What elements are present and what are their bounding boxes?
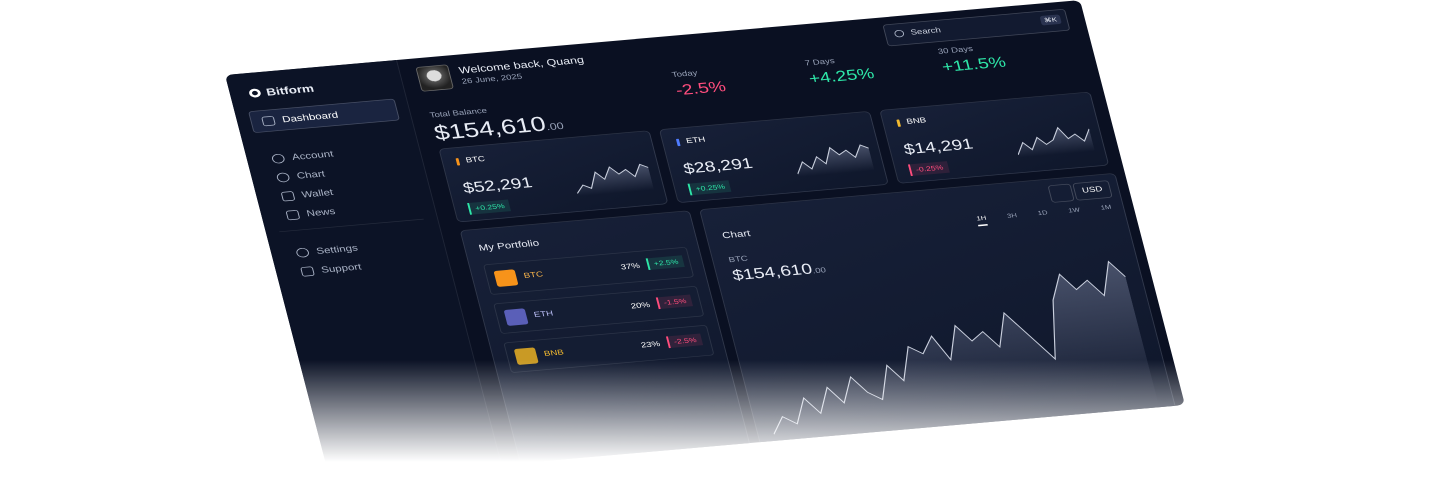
sparkline bbox=[1017, 126, 1095, 158]
asset-card[interactable]: BTC $52,291 +0.25% bbox=[438, 130, 669, 223]
nav-icon bbox=[280, 190, 296, 202]
chart-price-cents: .00 bbox=[811, 266, 827, 276]
asset-change: +0.25% bbox=[467, 199, 511, 215]
asset-change: -0.25% bbox=[907, 161, 950, 177]
asset-price: $14,291 bbox=[902, 136, 975, 158]
coin-share: 23% bbox=[640, 340, 662, 350]
coin-share: 20% bbox=[629, 301, 652, 311]
coin-change: +2.5% bbox=[645, 255, 685, 271]
balance-cents: .00 bbox=[544, 120, 565, 133]
line bbox=[576, 163, 649, 194]
brand-name: Bitform bbox=[264, 82, 316, 98]
nav-icon bbox=[295, 247, 310, 258]
nav-item[interactable]: Settings bbox=[295, 242, 359, 258]
nav-icon bbox=[261, 115, 276, 126]
chart-asset[interactable]: BTC bbox=[727, 254, 749, 265]
coin-symbol: ETH bbox=[533, 309, 555, 320]
period-change: +4.25% bbox=[807, 65, 877, 88]
divider bbox=[279, 218, 424, 233]
fade-overlay bbox=[0, 360, 1440, 480]
period-label: 30 Days bbox=[937, 45, 974, 57]
nav-icon bbox=[285, 209, 301, 220]
asset-change: +0.25% bbox=[687, 180, 732, 196]
nav-label[interactable]: News bbox=[305, 205, 337, 219]
asset-price: $28,291 bbox=[681, 155, 755, 178]
range-tab[interactable]: 1M bbox=[1099, 203, 1113, 212]
period-label: 7 Days bbox=[804, 57, 836, 68]
coin-icon bbox=[493, 269, 519, 287]
brand: Bitform bbox=[248, 82, 315, 99]
asset-color bbox=[675, 138, 681, 147]
range-tab[interactable]: 1W bbox=[1067, 206, 1081, 214]
nav-item[interactable]: Wallet bbox=[280, 187, 334, 202]
range-tab[interactable]: 1H bbox=[975, 214, 989, 227]
search-placeholder: Search bbox=[909, 26, 942, 37]
nav-label[interactable]: Settings bbox=[315, 242, 359, 257]
area bbox=[797, 145, 875, 178]
nav-item[interactable]: Account bbox=[270, 148, 335, 164]
shortcut: ⌘K bbox=[1039, 14, 1062, 26]
asset-symbol: ETH bbox=[685, 135, 707, 146]
asset-symbol: BTC bbox=[464, 155, 486, 165]
chart-title: Chart bbox=[720, 227, 752, 241]
search-box[interactable]: Search ⌘K bbox=[882, 8, 1071, 47]
currency-select[interactable]: USD bbox=[1072, 180, 1113, 201]
brand-logo bbox=[248, 88, 262, 98]
line bbox=[1017, 126, 1090, 155]
nav-icon bbox=[275, 171, 291, 183]
area bbox=[1018, 127, 1095, 158]
range-tabs: 1H 3H 1D 1W 1M bbox=[975, 203, 1114, 227]
sparkline bbox=[576, 163, 655, 197]
nav-label[interactable]: Support bbox=[319, 261, 363, 275]
chart-price-amount: $154,610 bbox=[730, 261, 815, 284]
coin-share: 37% bbox=[619, 262, 641, 272]
nav-item[interactable]: Chart bbox=[275, 168, 327, 183]
sparkline bbox=[797, 144, 875, 178]
coin-change: -2.5% bbox=[665, 333, 703, 349]
coin-symbol: BTC bbox=[522, 270, 544, 281]
asset-card[interactable]: BNB $14,291 -0.25% bbox=[879, 91, 1110, 184]
period-change: -2.5% bbox=[674, 78, 728, 99]
nav-label[interactable]: Account bbox=[290, 148, 335, 163]
asset-card[interactable]: ETH $28,291 +0.25% bbox=[658, 110, 889, 204]
nav-icon bbox=[300, 265, 315, 277]
asset-symbol: BNB bbox=[905, 116, 928, 127]
avatar[interactable] bbox=[415, 64, 455, 92]
asset-color bbox=[455, 158, 461, 166]
period-label: Today bbox=[671, 69, 699, 80]
range-tab[interactable]: 1D bbox=[1036, 209, 1049, 217]
asset-price: $52,291 bbox=[461, 174, 535, 197]
coin-change: -1.5% bbox=[655, 294, 693, 310]
asset-color bbox=[896, 119, 902, 127]
portfolio-title: My Portfolio bbox=[477, 237, 541, 254]
coin-icon bbox=[503, 308, 529, 327]
line bbox=[797, 144, 869, 175]
filter-button[interactable] bbox=[1047, 183, 1075, 203]
range-tab[interactable]: 3H bbox=[1006, 211, 1018, 220]
area bbox=[577, 164, 655, 197]
nav-label[interactable]: Chart bbox=[295, 168, 327, 181]
search-icon bbox=[893, 29, 905, 38]
nav-item[interactable]: Support bbox=[300, 261, 363, 277]
nav-icon bbox=[270, 153, 286, 164]
period-change: +11.5% bbox=[940, 54, 1008, 76]
nav-item[interactable]: News bbox=[285, 206, 336, 220]
coin-symbol: BNB bbox=[543, 348, 565, 359]
nav-label[interactable]: Wallet bbox=[300, 186, 335, 200]
